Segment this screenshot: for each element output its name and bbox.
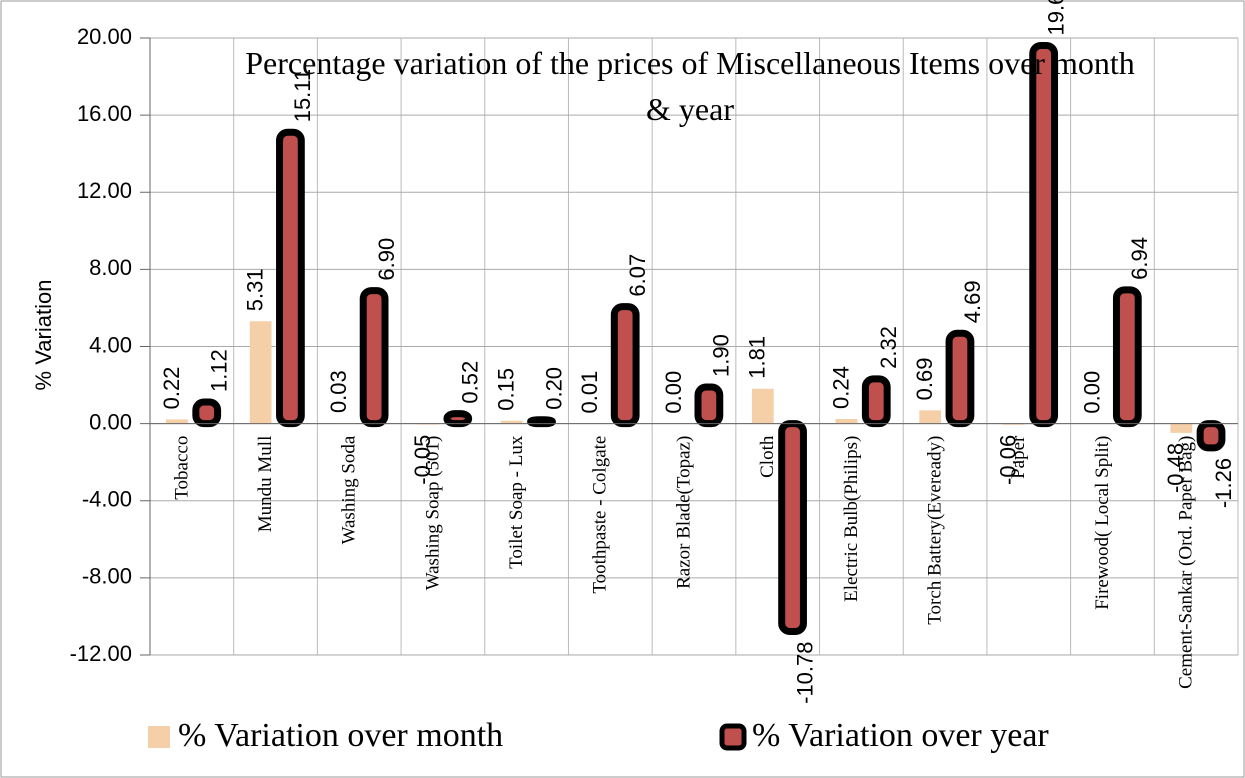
- value-label: 0.69: [912, 357, 937, 400]
- x-tick-label: Toothpaste - Colgate: [590, 436, 611, 594]
- y-tick-label: -12.00: [70, 641, 132, 666]
- x-tick-label: Toilet Soap - Lux: [506, 435, 527, 569]
- bar: [1170, 423, 1193, 433]
- bar: [861, 375, 891, 428]
- bar: [1196, 420, 1226, 452]
- bar: [919, 410, 942, 424]
- x-tick-label: Tobacco: [171, 436, 192, 500]
- value-label: 6.94: [1127, 237, 1152, 280]
- value-label: 6.90: [374, 238, 399, 281]
- value-label: 4.69: [960, 280, 985, 323]
- value-label: 0.52: [458, 361, 483, 404]
- value-label: 0.00: [1079, 371, 1104, 414]
- y-tick-label: 20.00: [77, 24, 132, 49]
- bar: [192, 398, 222, 428]
- legend-label: % Variation over month: [178, 717, 503, 754]
- y-tick-label: 12.00: [77, 178, 132, 203]
- value-label: 1.12: [207, 349, 232, 392]
- value-label: 0.22: [159, 367, 184, 410]
- bar: [443, 410, 473, 428]
- y-tick-label: -8.00: [82, 564, 132, 589]
- legend-swatch: [148, 726, 170, 748]
- value-label: 0.03: [326, 370, 351, 413]
- y-tick-label: 16.00: [77, 101, 132, 126]
- value-label: 15.11: [290, 69, 315, 122]
- value-label: 19.61: [1043, 0, 1068, 36]
- bar: [835, 418, 858, 424]
- bar: [1112, 286, 1142, 428]
- value-label: 0.15: [494, 368, 519, 411]
- value-label: -0.48: [1163, 443, 1188, 493]
- x-tick-label: Washing Soda: [339, 435, 360, 544]
- y-tick-label: -4.00: [82, 487, 132, 512]
- x-tick-label: Cloth: [757, 435, 778, 478]
- value-label: -10.78: [792, 641, 817, 703]
- value-label: 0.00: [661, 371, 686, 414]
- value-label: 0.01: [577, 371, 602, 414]
- value-label: 1.81: [745, 336, 770, 379]
- bar: [694, 383, 724, 428]
- value-label: 0.24: [828, 366, 853, 409]
- bar: [1003, 423, 1025, 425]
- x-tick-label: Cement-Sankar (Ord. Paper Bag): [1176, 436, 1197, 689]
- x-tick-label: Paper: [1008, 435, 1029, 479]
- value-label: 5.31: [242, 268, 267, 311]
- bar: [751, 388, 774, 424]
- bar: [500, 420, 523, 424]
- bar: [778, 420, 807, 635]
- y-tick-label: 8.00: [89, 255, 132, 280]
- legend-label: % Variation over year: [752, 717, 1049, 754]
- y-axis-title: % Variation: [31, 280, 56, 391]
- value-label: 0.20: [541, 367, 566, 410]
- value-label: -0.05: [410, 435, 435, 485]
- y-tick-label: 0.00: [89, 409, 132, 434]
- x-tick-label: Washing Soap (501): [422, 436, 443, 591]
- value-label: -0.06: [996, 435, 1021, 485]
- bar: [276, 128, 305, 428]
- value-label: 1.90: [709, 334, 734, 377]
- bar: [359, 287, 389, 428]
- y-tick-label: 4.00: [89, 332, 132, 357]
- chart-title: Percentage variation of the prices of Mi…: [245, 45, 1135, 127]
- bar: [166, 419, 188, 424]
- value-label: 6.07: [625, 254, 650, 297]
- bar: [945, 329, 975, 428]
- x-tick-label: Torch Battery(Eveready): [925, 436, 946, 625]
- bar: [527, 416, 556, 428]
- value-label: 2.32: [876, 326, 901, 369]
- x-tick-label: Firewood( Local Split): [1092, 436, 1113, 610]
- legend-swatch: [719, 723, 747, 751]
- bar: [249, 321, 272, 424]
- x-tick-label: Electric Bulb(Philips): [841, 436, 862, 602]
- x-tick-label: Mundu Mull: [255, 436, 276, 533]
- x-tick-label: Razor Blade(Topaz): [673, 436, 694, 589]
- bar: [610, 303, 640, 428]
- value-label: -1.26: [1211, 458, 1236, 508]
